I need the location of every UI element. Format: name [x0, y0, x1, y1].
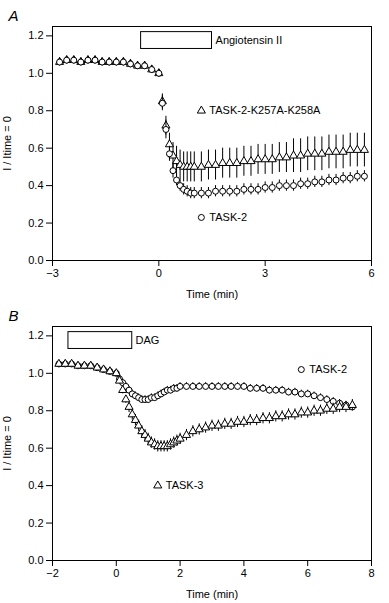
- svg-text:0.4: 0.4: [28, 179, 43, 191]
- svg-text:4: 4: [241, 567, 247, 579]
- svg-text:−3: −3: [46, 267, 59, 279]
- svg-text:1.2: 1.2: [28, 29, 43, 41]
- svg-text:TASK-2-K257A-K258A: TASK-2-K257A-K258A: [209, 104, 321, 116]
- svg-text:1.0: 1.0: [28, 67, 43, 79]
- svg-text:TASK-3: TASK-3: [166, 479, 204, 491]
- svg-text:0.2: 0.2: [28, 517, 43, 529]
- svg-text:Time (min): Time (min): [186, 288, 238, 300]
- svg-text:0: 0: [113, 567, 119, 579]
- svg-text:8: 8: [368, 567, 374, 579]
- svg-text:I / Itime = 0: I / Itime = 0: [1, 116, 13, 171]
- svg-text:−2: −2: [46, 567, 59, 579]
- svg-text:0.2: 0.2: [28, 217, 43, 229]
- svg-text:0.0: 0.0: [28, 554, 43, 566]
- svg-text:1.0: 1.0: [28, 367, 43, 379]
- svg-text:0.8: 0.8: [28, 104, 43, 116]
- svg-text:DAG: DAG: [135, 334, 159, 346]
- svg-text:Angiotensin II: Angiotensin II: [216, 34, 283, 46]
- svg-text:A: A: [8, 7, 19, 24]
- svg-text:2: 2: [177, 567, 183, 579]
- svg-text:0.6: 0.6: [28, 142, 43, 154]
- svg-text:6: 6: [305, 567, 311, 579]
- svg-text:I / Itime = 0: I / Itime = 0: [1, 416, 13, 471]
- svg-text:TASK-2: TASK-2: [309, 363, 347, 375]
- svg-text:0.4: 0.4: [28, 479, 43, 491]
- svg-text:0.0: 0.0: [28, 254, 43, 266]
- svg-text:0: 0: [156, 267, 162, 279]
- svg-text:6: 6: [368, 267, 374, 279]
- svg-text:0.6: 0.6: [28, 442, 43, 454]
- svg-text:0.8: 0.8: [28, 404, 43, 416]
- svg-text:3: 3: [262, 267, 268, 279]
- svg-text:TASK-2: TASK-2: [209, 211, 247, 223]
- svg-text:B: B: [9, 307, 19, 324]
- svg-text:1.2: 1.2: [28, 329, 43, 341]
- svg-text:Time (min): Time (min): [186, 588, 238, 600]
